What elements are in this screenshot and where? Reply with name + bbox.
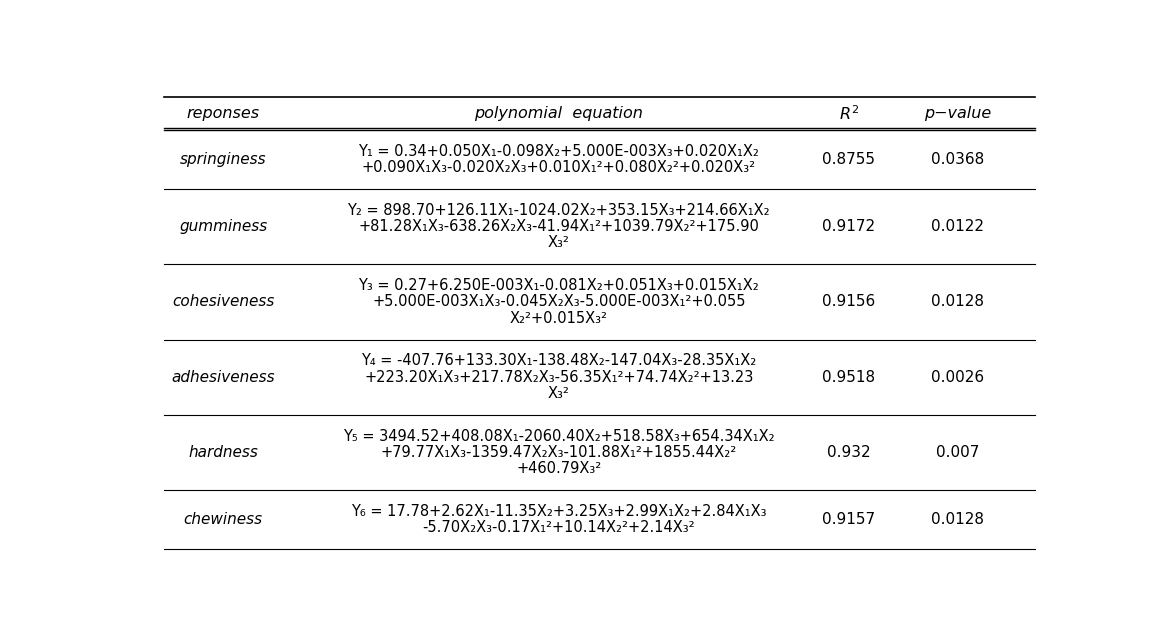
Text: 0.8755: 0.8755	[823, 152, 875, 167]
Text: 0.0122: 0.0122	[931, 219, 984, 234]
Text: cohesiveness: cohesiveness	[172, 294, 275, 309]
Text: 0.9172: 0.9172	[823, 219, 875, 234]
Text: X₃²: X₃²	[548, 236, 570, 250]
Text: 0.0368: 0.0368	[931, 152, 984, 167]
Text: Y₁ = 0.34+0.050X₁-0.098X₂+5.000E-003X₃+0.020X₁X₂: Y₁ = 0.34+0.050X₁-0.098X₂+5.000E-003X₃+0…	[358, 144, 759, 159]
Text: 0.007: 0.007	[936, 445, 979, 460]
Text: $\mathit{R}^2$: $\mathit{R}^2$	[839, 105, 859, 123]
Text: 0.9518: 0.9518	[823, 370, 875, 385]
Text: 0.932: 0.932	[827, 445, 870, 460]
Text: Y₂ = 898.70+126.11X₁-1024.02X₂+353.15X₃+214.66X₁X₂: Y₂ = 898.70+126.11X₁-1024.02X₂+353.15X₃+…	[347, 203, 770, 218]
Text: Y₅ = 3494.52+408.08X₁-2060.40X₂+518.58X₃+654.34X₁X₂: Y₅ = 3494.52+408.08X₁-2060.40X₂+518.58X₃…	[343, 428, 775, 444]
Text: hardness: hardness	[188, 445, 259, 460]
Text: reponses: reponses	[187, 106, 260, 122]
Text: X₃²: X₃²	[548, 386, 570, 401]
Text: X₂²+0.015X₃²: X₂²+0.015X₃²	[510, 311, 608, 326]
Text: gumminess: gumminess	[179, 219, 268, 234]
Text: +5.000E-003X₁X₃-0.045X₂X₃-5.000E-003X₁²+0.055: +5.000E-003X₁X₃-0.045X₂X₃-5.000E-003X₁²+…	[372, 294, 745, 309]
Text: springiness: springiness	[180, 152, 267, 167]
Text: Y₆ = 17.78+2.62X₁-11.35X₂+3.25X₃+2.99X₁X₂+2.84X₁X₃: Y₆ = 17.78+2.62X₁-11.35X₂+3.25X₃+2.99X₁X…	[351, 504, 766, 518]
Text: 0.0026: 0.0026	[931, 370, 984, 385]
Text: 0.0128: 0.0128	[931, 294, 984, 309]
Text: chewiness: chewiness	[184, 512, 263, 527]
Text: Y₄ = -407.76+133.30X₁-138.48X₂-147.04X₃-28.35X₁X₂: Y₄ = -407.76+133.30X₁-138.48X₂-147.04X₃-…	[362, 353, 757, 369]
Text: -5.70X₂X₃-0.17X₁²+10.14X₂²+2.14X₃²: -5.70X₂X₃-0.17X₁²+10.14X₂²+2.14X₃²	[422, 520, 695, 535]
Text: +223.20X₁X₃+217.78X₂X₃-56.35X₁²+74.74X₂²+13.23: +223.20X₁X₃+217.78X₂X₃-56.35X₁²+74.74X₂²…	[364, 370, 753, 385]
Text: 0.0128: 0.0128	[931, 512, 984, 527]
Text: +81.28X₁X₃-638.26X₂X₃-41.94X₁²+1039.79X₂²+175.90: +81.28X₁X₃-638.26X₂X₃-41.94X₁²+1039.79X₂…	[358, 219, 759, 234]
Text: Y₃ = 0.27+6.250E-003X₁-0.081X₂+0.051X₃+0.015X₁X₂: Y₃ = 0.27+6.250E-003X₁-0.081X₂+0.051X₃+0…	[358, 278, 759, 293]
Text: 0.9157: 0.9157	[823, 512, 875, 527]
Text: +460.79X₃²: +460.79X₃²	[516, 461, 601, 476]
Text: polynomial  equation: polynomial equation	[474, 106, 644, 122]
Text: adhesiveness: adhesiveness	[172, 370, 275, 385]
Text: +0.090X₁X₃-0.020X₂X₃+0.010X₁²+0.080X₂²+0.020X₃²: +0.090X₁X₃-0.020X₂X₃+0.010X₁²+0.080X₂²+0…	[362, 161, 756, 175]
Text: +79.77X₁X₃-1359.47X₂X₃-101.88X₁²+1855.44X₂²: +79.77X₁X₃-1359.47X₂X₃-101.88X₁²+1855.44…	[380, 445, 737, 460]
Text: 0.9156: 0.9156	[823, 294, 875, 309]
Text: p−value: p−value	[924, 106, 991, 122]
